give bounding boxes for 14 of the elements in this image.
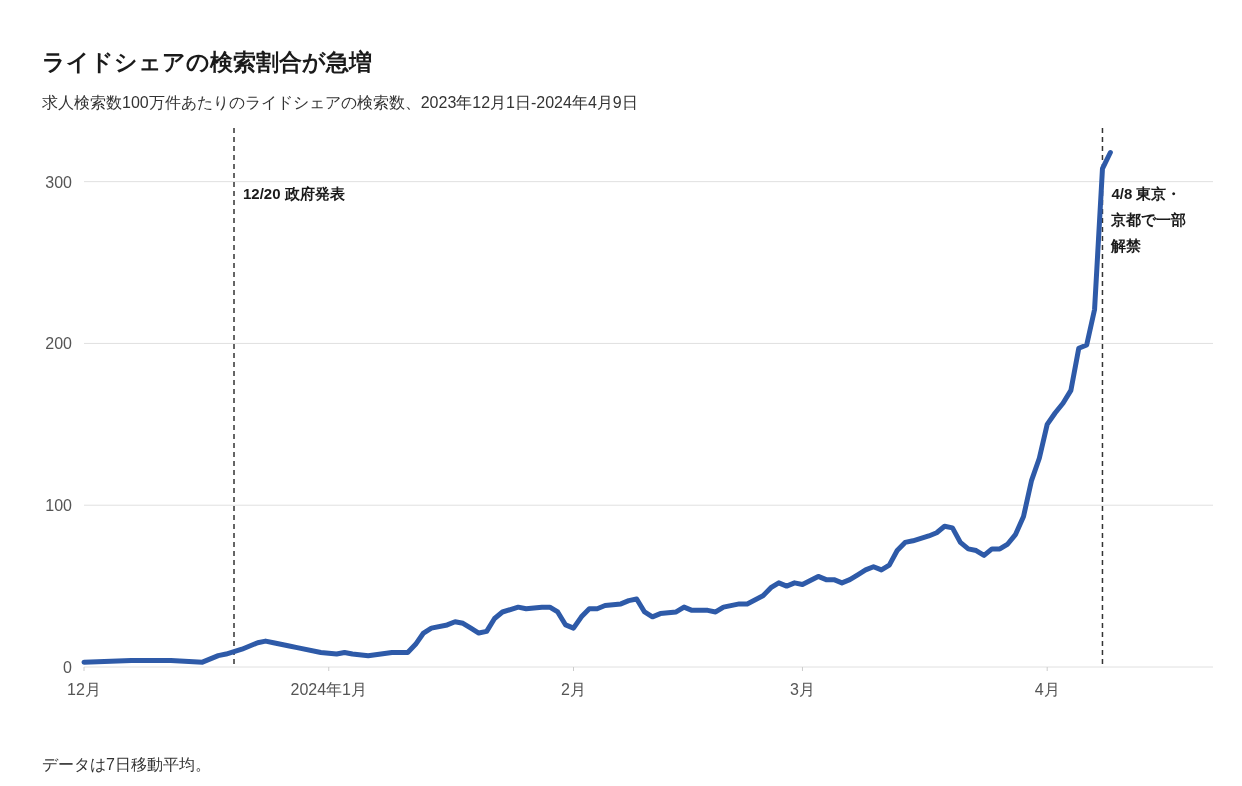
x-tick-label: 2月 [561,681,586,698]
y-tick-label: 0 [63,659,73,676]
x-tick-label: 2024年1月 [290,681,367,698]
x-tick-label: 4月 [1034,681,1060,698]
y-tick-label: 300 [45,173,73,191]
y-tick-label: 100 [45,497,73,515]
ref-line-label: 4/8 東京・京都で一部解禁 [1110,185,1187,254]
chart-subtitle: 求人検索数100万件あたりのライドシェアの検索数、2023年12月1日-2024年4月9日 [42,94,638,111]
text: データは7日移動平均。 [42,756,211,773]
y-tick-label: 200 [45,335,73,353]
ref-line-label: 12/20 政府発表 [243,185,346,202]
x-tick-label: 12月 [67,681,101,698]
chart-title: ライドシェアの検索割合が急増 [42,49,372,75]
x-tick-label: 3月 [790,681,815,698]
